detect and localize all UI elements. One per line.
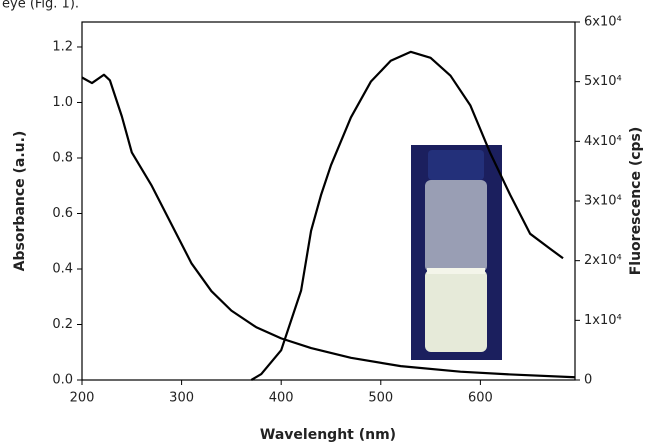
y2-tick-label: 3x10⁴ [584,194,622,209]
caption: eye (Fig. 1). [2,0,79,12]
data-line [250,50,564,381]
y-tick-label: 0.6 [52,206,73,221]
inset-photo [411,145,502,360]
x-axis-label: Wavelenght (nm) [260,427,396,443]
y-tick-label: 0.4 [52,261,73,276]
y2-tick-label: 0 [584,373,592,388]
y-tick-label: 1.2 [52,39,73,54]
y2-tick-label: 4x10⁴ [584,134,622,149]
y-tick-label: 0.0 [52,373,73,388]
y2-tick-label: 1x10⁴ [584,313,622,328]
y-axis-label: Absorbance (a.u.) [12,131,28,272]
x-tick-label: 300 [169,391,194,406]
x-tick-label: 400 [269,391,294,406]
data-line [81,73,576,379]
x-tick-label: 600 [468,391,493,406]
x-tick-label: 200 [70,391,95,406]
y2-tick-label: 2x10⁴ [584,253,622,268]
y2-tick-label: 5x10⁴ [584,74,622,89]
y2-tick-label: 6x10⁴ [584,15,622,30]
x-tick-label: 500 [368,391,393,406]
y-tick-label: 0.8 [52,150,73,165]
y2-axis-label: Fluorescence (cps) [628,127,644,276]
y-tick-label: 1.0 [52,95,73,110]
y-tick-label: 0.2 [52,317,73,332]
